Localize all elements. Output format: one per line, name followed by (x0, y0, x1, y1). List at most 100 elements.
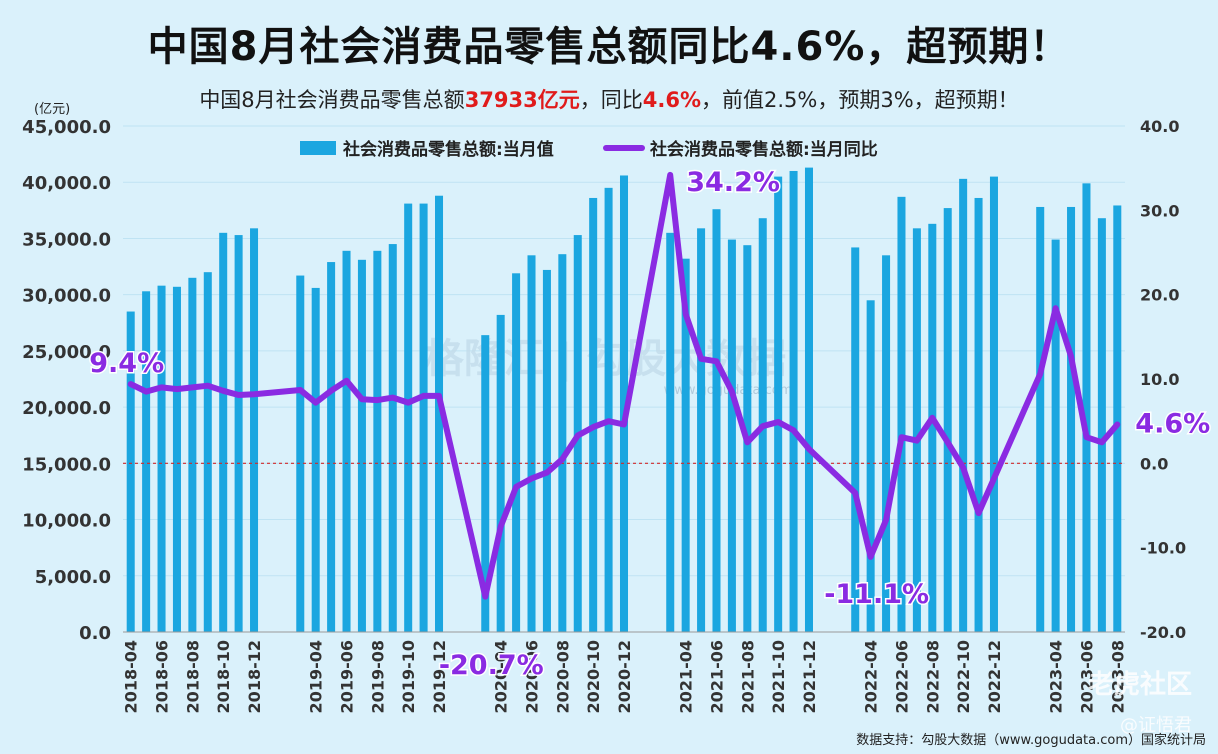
bar (250, 228, 259, 632)
bar (542, 269, 551, 632)
left-axis-unit: (亿元) (34, 102, 70, 117)
bar (496, 314, 505, 632)
left-axis-tick-label: 0.0 (79, 623, 111, 644)
bar (774, 176, 783, 632)
x-axis-tick-label: 2019-04 (307, 640, 326, 713)
bar (142, 291, 151, 632)
bar (1097, 218, 1106, 632)
data-annotation: 4.6% (1135, 409, 1210, 440)
legend-label-line: 社会消费品零售总额:当月同比 (649, 139, 878, 160)
bar (789, 170, 798, 632)
bar (527, 255, 536, 633)
bar (989, 176, 998, 632)
subtitle-value-2: 4.6% (642, 88, 701, 112)
right-axis-tick-label: -20.0 (1140, 623, 1186, 642)
subtitle-part-2: ，同比 (579, 88, 643, 112)
bar (866, 300, 875, 632)
left-axis-tick-label: 15,000.0 (22, 454, 111, 475)
x-axis-tick-label: 2020-12 (615, 640, 634, 713)
x-axis-tick-label: 2019-12 (430, 640, 449, 713)
x-axis-tick-label: 2020-08 (553, 640, 572, 713)
bar (296, 275, 305, 632)
watermark-corner: 老虎社区 (1088, 669, 1192, 700)
x-axis-tick-label: 2020-10 (584, 640, 603, 713)
bar (311, 287, 320, 632)
left-axis-tick-label: 20,000.0 (22, 398, 111, 419)
x-axis-tick-label: 2021-04 (677, 640, 696, 713)
bar (712, 209, 721, 632)
x-axis-tick-label: 2018-10 (214, 640, 233, 713)
source-footer: 数据支持：勾股大数据（www.gogudata.com）国家统计局 (856, 733, 1206, 748)
bar (882, 255, 891, 633)
x-axis-tick-label: 2022-08 (923, 640, 942, 713)
x-axis-tick-label: 2021-10 (769, 640, 788, 713)
left-axis-tick-label: 10,000.0 (22, 511, 111, 532)
data-annotation: -11.1% (824, 579, 929, 610)
x-axis-tick-label: 2019-10 (399, 640, 418, 713)
right-axis-tick-label: 0.0 (1140, 454, 1168, 473)
bar (126, 311, 135, 632)
bar (619, 175, 629, 632)
bar (697, 228, 706, 632)
yoy-line (127, 171, 1121, 600)
bar (928, 223, 937, 632)
x-axis-tick-label: 2022-04 (862, 640, 881, 713)
left-axis-tick-label: 30,000.0 (22, 286, 111, 307)
x-axis-tick-label: 2022-12 (985, 640, 1004, 713)
right-axis-tick-label: 20.0 (1140, 286, 1179, 305)
bar (959, 178, 968, 633)
x-axis-tick-label: 2020-04 (492, 640, 511, 713)
data-annotation: -20.7% (439, 650, 544, 681)
bar (604, 187, 613, 632)
subtitle-part-3: ，前值2.5%，预期3%，超预期！ (701, 88, 1019, 112)
bar (404, 203, 413, 632)
chart-subtitle: 中国8月社会消费品零售总额37933亿元，同比4.6%，前值2.5%，预期3%，… (0, 84, 1218, 114)
bar (481, 335, 490, 632)
bar (342, 250, 351, 632)
left-axis-tick-label: 45,000.0 (22, 117, 111, 138)
legend-swatch-bar (300, 141, 336, 155)
x-axis-tick-label: 2022-10 (954, 640, 973, 713)
x-axis-tick-label: 2023-04 (1047, 640, 1066, 713)
x-axis-tick-label: 2018-04 (122, 640, 141, 713)
x-axis-tick-label: 2023-06 (1077, 640, 1096, 713)
bar (357, 259, 366, 632)
bar (234, 235, 243, 632)
x-axis-tick-label: 2021-08 (738, 640, 757, 713)
bar (1082, 183, 1091, 632)
bar (203, 272, 212, 632)
x-axis-tick-label: 2018-08 (183, 640, 202, 713)
bar (681, 258, 690, 632)
right-axis-tick-label: 30.0 (1140, 201, 1179, 220)
left-axis-tick-label: 35,000.0 (22, 229, 111, 250)
x-axis-tick-label: 2023-08 (1108, 640, 1127, 713)
bar (435, 195, 444, 632)
x-axis-tick-label: 2019-06 (338, 640, 357, 713)
bar (327, 262, 336, 632)
x-axis-tick-label: 2021-06 (707, 640, 726, 713)
bar (1051, 239, 1060, 632)
x-axis-tick-label: 2020-06 (523, 640, 542, 713)
x-axis-tick-label: 2018-06 (153, 640, 172, 713)
data-annotation: 34.2% (686, 167, 780, 198)
watermark-corner-2: @证悟君 (1120, 715, 1192, 736)
bar (219, 232, 228, 633)
bar (804, 167, 813, 633)
bar (1067, 206, 1076, 632)
bar (727, 239, 736, 632)
x-axis-tick-label: 2021-12 (800, 640, 819, 713)
bar (419, 203, 428, 632)
bar (373, 250, 382, 632)
bar (943, 208, 952, 632)
x-axis-tick-label: 2019-08 (368, 640, 387, 713)
bar (897, 196, 906, 632)
bar (1036, 206, 1045, 632)
x-axis-tick-label: 2018-12 (245, 640, 264, 713)
legend-label-bar: 社会消费品零售总额:当月值 (342, 139, 554, 160)
bar (589, 197, 598, 632)
right-axis-tick-label: -10.0 (1140, 539, 1186, 558)
bar (512, 273, 521, 632)
right-axis-tick-label: 40.0 (1140, 117, 1179, 136)
bar (157, 285, 166, 632)
